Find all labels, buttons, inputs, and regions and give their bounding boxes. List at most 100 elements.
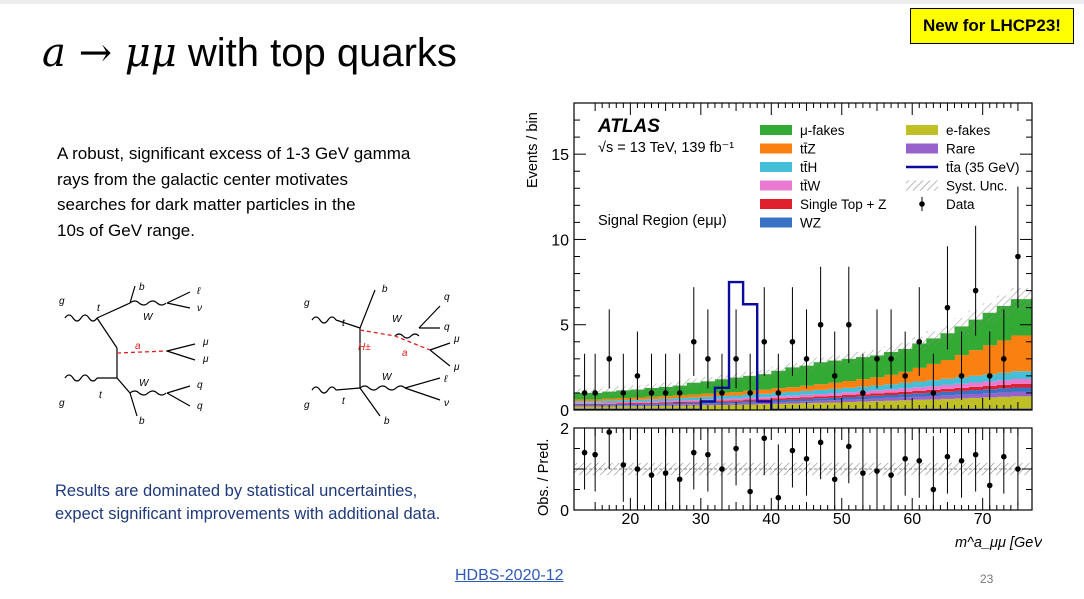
syst-band (926, 331, 941, 346)
ratio-point (775, 494, 782, 501)
ratio-y-tick-label: 2 (560, 421, 569, 438)
stack-bar (1010, 378, 1032, 384)
paper-link[interactable]: HDBS-2020-12 (455, 567, 564, 584)
data-point (648, 390, 655, 396)
legend-label: Single Top + Z (800, 197, 886, 212)
label-l: ℓ (196, 286, 201, 297)
label-w: W (139, 378, 150, 389)
label-w: W (392, 314, 403, 325)
data-point (634, 373, 641, 379)
data-point (817, 321, 824, 328)
stack-bar (729, 400, 744, 402)
ratio-point (592, 451, 598, 458)
ratio-point (676, 476, 683, 483)
data-point (1001, 356, 1007, 362)
syst-band (996, 295, 1011, 317)
y-tick-label: 0 (560, 403, 569, 420)
data-point (581, 390, 588, 396)
data-point (662, 390, 669, 396)
stack-bar (757, 397, 772, 400)
data-point (719, 390, 725, 396)
stack-bar (968, 350, 983, 376)
legend-swatch (760, 180, 792, 191)
stack-bar (686, 397, 702, 401)
y-tick-label: 10 (551, 232, 569, 249)
label-b: b (139, 282, 145, 293)
stack-bar (1010, 387, 1032, 392)
syst-band (602, 387, 617, 396)
stack-bar (869, 390, 885, 394)
ratio-point (986, 482, 993, 489)
stack-bar (954, 398, 969, 410)
data-point (676, 390, 683, 396)
ratio-point (662, 470, 669, 476)
stack-bar (996, 388, 1012, 393)
stack-bar (686, 382, 702, 395)
stack-bar (869, 395, 885, 399)
label-t: t (342, 396, 346, 407)
muon-lines (429, 342, 451, 367)
data-point (860, 390, 866, 396)
legend-label: μ-fakes (800, 123, 845, 138)
ratio-point (648, 472, 655, 478)
ratio-point (831, 476, 838, 483)
legend-swatch (760, 143, 792, 154)
label-mu: μ (453, 334, 460, 345)
stack-bar (630, 403, 645, 404)
x-tick-label: 20 (621, 511, 639, 528)
w-boson-line (129, 390, 167, 396)
legend-label: WZ (800, 216, 821, 231)
syst-band (686, 378, 701, 387)
stack-bar (574, 402, 589, 404)
paragraph-line: A robust, significant excess of 1-3 GeV … (57, 144, 411, 163)
syst-band (574, 388, 589, 398)
slide-title: a → μμ with top quarks (42, 30, 457, 76)
stack-bar (841, 358, 857, 382)
label-charged-higgs: H± (358, 342, 371, 353)
stack-bar (940, 360, 955, 379)
top-line (96, 317, 118, 349)
x-axis-label: m^a_μμ [GeV] (955, 535, 1042, 551)
paragraph-line: searches for dark matter particles in th… (57, 195, 356, 214)
data-point (944, 304, 951, 311)
ratio-point (761, 435, 768, 442)
stack-bar (630, 401, 645, 404)
legend-swatch (760, 199, 792, 209)
ratio-y-tick-label: 0 (560, 503, 569, 520)
ratio-point (944, 453, 951, 460)
stack-bar (912, 381, 927, 388)
paragraph-line: rays from the galactic center motivates (57, 169, 349, 189)
stack-bar (813, 400, 828, 403)
data-point (761, 338, 768, 345)
stack-bar (841, 397, 857, 400)
ratio-point (620, 462, 627, 468)
stack-bar (799, 394, 814, 398)
data-point (803, 356, 810, 362)
quark-lines (166, 385, 191, 407)
legend-swatch (906, 180, 938, 191)
stack-bar (686, 404, 702, 406)
stack-bar (940, 388, 955, 392)
data-point (888, 356, 894, 362)
data-point (902, 373, 908, 379)
label-g: g (304, 298, 310, 309)
ratio-point (888, 472, 894, 478)
legend-swatch (760, 125, 792, 135)
stack-bar (700, 393, 716, 397)
ratio-point (874, 468, 880, 474)
stack-bar (602, 400, 617, 403)
ratio-point (930, 486, 937, 493)
stack-bar (968, 375, 983, 383)
stack-bar (940, 391, 955, 396)
ratio-point (581, 449, 588, 456)
a-boson-line (116, 350, 168, 354)
experiment-label: ATLAS (597, 116, 660, 137)
gluon-line (311, 316, 337, 324)
b-line (359, 387, 381, 417)
ratio-point (719, 466, 725, 472)
top-divider (0, 0, 1084, 4)
label-q: q (197, 401, 203, 412)
label-b: b (382, 284, 388, 295)
stack-bar (602, 402, 617, 404)
data-point (747, 390, 753, 396)
